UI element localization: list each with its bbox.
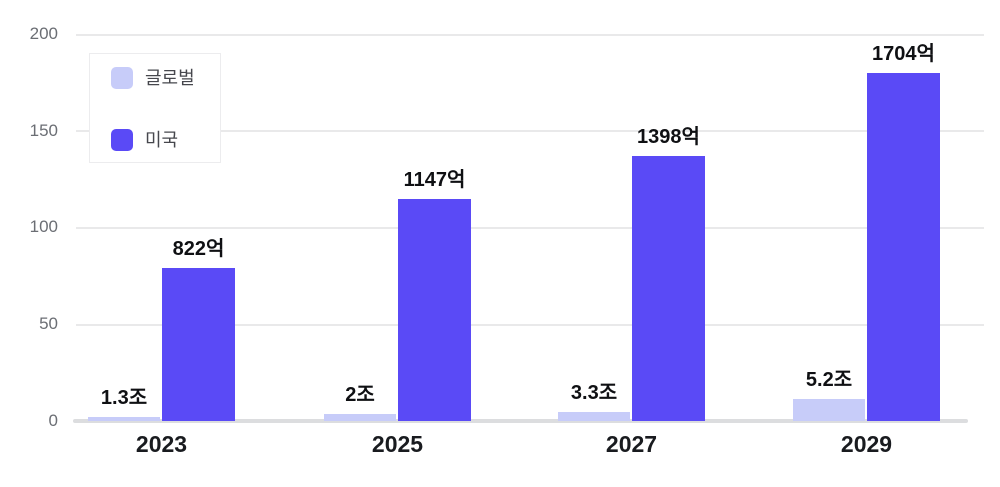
legend-item-global[interactable]: 글로벌 xyxy=(111,67,195,89)
legend-label: 미국 xyxy=(145,130,179,150)
gridline xyxy=(76,34,984,36)
y-tick-label: 150 xyxy=(29,121,58,140)
y-tick-label: 0 xyxy=(48,411,58,430)
bar-value-label-usa-2027: 1398억 xyxy=(637,125,700,148)
bar-usa-2025[interactable] xyxy=(398,199,471,421)
bar-global-2023[interactable] xyxy=(88,417,160,421)
legend-item-usa[interactable]: 미국 xyxy=(111,129,178,151)
bar-global-2027[interactable] xyxy=(558,411,630,421)
gridline xyxy=(76,227,984,229)
bar-global-2025[interactable] xyxy=(324,414,396,421)
bar-group-2025: 2조 1147억 xyxy=(324,34,471,421)
bar-value-label-usa-2029: 1704억 xyxy=(872,42,935,65)
bar-global-2029[interactable] xyxy=(793,398,865,421)
bar-usa-2023[interactable] xyxy=(162,268,235,421)
legend: 글로벌 미국 xyxy=(89,53,221,163)
bar-value-label-usa-2023: 822억 xyxy=(172,238,225,261)
legend-label: 글로벌 xyxy=(145,68,195,88)
bar-value-label-usa-2025: 1147억 xyxy=(403,169,466,192)
x-axis-line xyxy=(73,419,968,423)
x-tick-label-2027: 2027 xyxy=(605,431,658,457)
legend-swatch-global xyxy=(111,67,133,89)
bar-usa-2029[interactable] xyxy=(867,72,940,421)
bar-usa-2027[interactable] xyxy=(632,155,705,421)
x-tick-label-2025: 2025 xyxy=(371,431,424,457)
y-tick-label: 100 xyxy=(29,217,58,236)
y-tick-label: 200 xyxy=(29,24,58,43)
gridline xyxy=(76,324,984,326)
x-tick-label-2023: 2023 xyxy=(135,431,188,457)
legend-swatch-usa xyxy=(111,129,133,151)
bar-group-2023: 1.3조 822억 xyxy=(88,34,235,421)
x-tick-label-2029: 2029 xyxy=(840,431,893,457)
y-tick-label: 50 xyxy=(39,314,58,333)
bar-group-2027: 3.3조 1398억 xyxy=(558,34,705,421)
bar-group-2029: 5.2조 1704억 xyxy=(793,34,940,421)
gridline xyxy=(76,130,984,132)
